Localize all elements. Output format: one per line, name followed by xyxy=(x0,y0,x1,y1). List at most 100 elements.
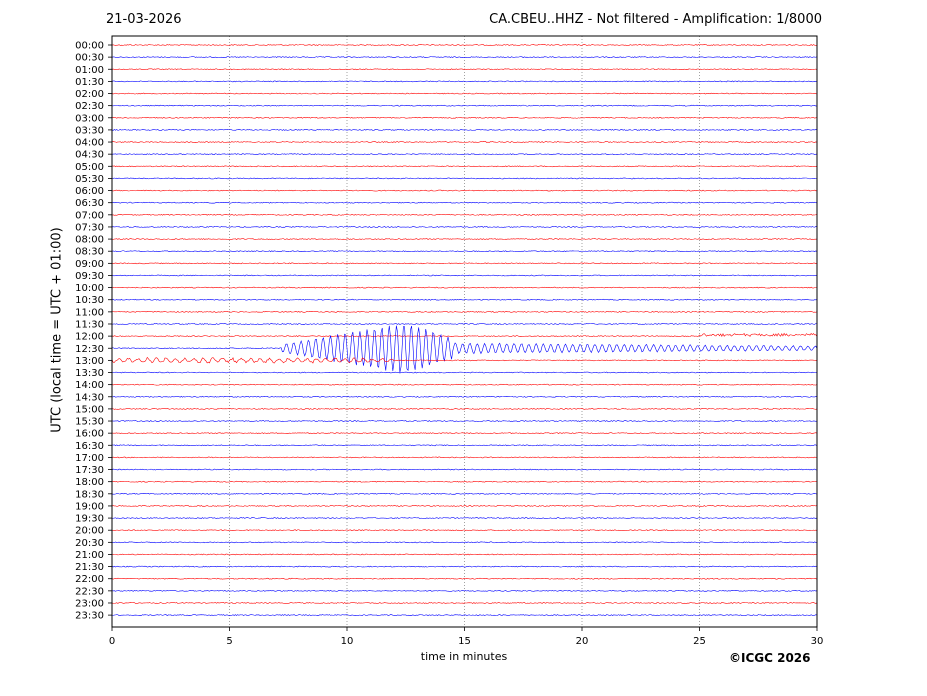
trace-2330 xyxy=(111,614,818,616)
trace-0900 xyxy=(111,262,818,265)
y-tick-label: 02:00 xyxy=(75,89,104,100)
chart-title: CA.CBEU..HHZ - Not filtered - Amplificat… xyxy=(489,12,822,27)
y-tick-label: 21:30 xyxy=(75,562,104,573)
y-tick-label: 03:00 xyxy=(75,113,104,124)
y-tick-label: 16:00 xyxy=(75,429,104,440)
grid xyxy=(229,36,700,627)
y-tick-label: 22:30 xyxy=(75,586,104,597)
y-tick-label: 03:30 xyxy=(75,125,104,136)
y-tick-label: 17:00 xyxy=(75,453,104,464)
trace-2230 xyxy=(111,589,818,592)
trace-0530 xyxy=(111,177,818,180)
y-tick-label: 06:30 xyxy=(75,198,104,209)
y-tick-label: 00:30 xyxy=(75,53,104,64)
trace-0230 xyxy=(111,104,818,107)
trace-2030 xyxy=(111,541,818,544)
copyright-label: ©ICGC 2026 xyxy=(729,651,811,665)
trace-2000 xyxy=(111,529,818,532)
x-tick-label: 0 xyxy=(109,636,115,647)
trace-1130 xyxy=(111,323,818,325)
y-tick-label: 17:30 xyxy=(75,465,104,476)
y-tick-label: 09:30 xyxy=(75,271,104,282)
trace-1730 xyxy=(111,468,818,471)
y-tick-label: 14:30 xyxy=(75,392,104,403)
y-tick-label: 11:30 xyxy=(75,319,104,330)
y-tick-label: 20:00 xyxy=(75,526,104,537)
trace-0700 xyxy=(111,213,818,216)
y-tick-label: 04:30 xyxy=(75,150,104,161)
y-tick-label: 11:00 xyxy=(75,307,104,318)
y-tick-label: 20:30 xyxy=(75,538,104,549)
y-tick-label: 15:00 xyxy=(75,404,104,415)
trace-0100 xyxy=(111,68,818,71)
y-tick-label: 21:00 xyxy=(75,550,104,561)
x-tick-label: 5 xyxy=(226,636,232,647)
y-tick-label: 18:30 xyxy=(75,489,104,500)
trace-0500 xyxy=(111,165,818,168)
trace-0430 xyxy=(111,153,818,156)
y-tick-label: 12:30 xyxy=(75,344,104,355)
y-tick-label: 10:30 xyxy=(75,295,104,306)
trace-1600 xyxy=(111,432,818,435)
x-tick-label: 30 xyxy=(811,636,824,647)
axes: 00:0000:3001:0001:3002:0002:3003:0003:30… xyxy=(75,35,824,647)
y-tick-label: 05:30 xyxy=(75,174,104,185)
x-axis-label: time in minutes xyxy=(420,650,508,663)
y-tick-label: 01:00 xyxy=(75,65,104,76)
y-tick-label: 12:00 xyxy=(75,332,104,343)
trace-1500 xyxy=(111,408,818,410)
y-tick-label: 07:30 xyxy=(75,222,104,233)
trace-1430 xyxy=(111,395,818,398)
trace-1030 xyxy=(111,298,818,301)
trace-1700 xyxy=(111,456,818,459)
trace-1230 xyxy=(111,325,818,373)
trace-0630 xyxy=(111,201,818,204)
y-tick-label: 19:00 xyxy=(75,501,104,512)
y-tick-label: 15:30 xyxy=(75,417,104,428)
y-tick-label: 00:00 xyxy=(75,41,104,52)
trace-2200 xyxy=(111,577,818,580)
trace-1000 xyxy=(111,286,818,289)
x-tick-label: 25 xyxy=(693,636,706,647)
trace-1630 xyxy=(111,444,818,447)
trace-0800 xyxy=(111,238,818,240)
y-tick-label: 09:00 xyxy=(75,259,104,270)
trace-0600 xyxy=(111,189,818,192)
y-tick-label: 10:00 xyxy=(75,283,104,294)
y-tick-label: 18:00 xyxy=(75,477,104,488)
y-tick-label: 23:30 xyxy=(75,611,104,622)
y-tick-label: 06:00 xyxy=(75,186,104,197)
y-tick-label: 14:00 xyxy=(75,380,104,391)
x-tick-label: 20 xyxy=(576,636,589,647)
y-tick-label: 16:30 xyxy=(75,441,104,452)
trace-1530 xyxy=(111,420,818,422)
trace-1800 xyxy=(111,480,818,483)
trace-0330 xyxy=(111,129,818,131)
trace-1300 xyxy=(111,356,818,364)
date-label: 21-03-2026 xyxy=(106,12,182,27)
trace-0030 xyxy=(111,56,818,58)
trace-0000 xyxy=(111,44,818,46)
plot-frame xyxy=(111,35,818,628)
y-tick-label: 22:00 xyxy=(75,574,104,585)
trace-1830 xyxy=(111,492,818,495)
trace-1100 xyxy=(111,310,818,313)
trace-1900 xyxy=(111,505,818,507)
y-tick-label: 01:30 xyxy=(75,77,104,88)
trace-0730 xyxy=(111,226,818,228)
y-tick-label: 07:00 xyxy=(75,210,104,221)
trace-0130 xyxy=(111,80,818,83)
y-tick-label: 04:00 xyxy=(75,138,104,149)
x-tick-label: 10 xyxy=(341,636,354,647)
trace-0830 xyxy=(111,250,818,253)
y-tick-label: 05:00 xyxy=(75,162,104,173)
trace-1930 xyxy=(111,517,818,519)
trace-0400 xyxy=(111,141,818,143)
y-tick-label: 08:00 xyxy=(75,235,104,246)
trace-2130 xyxy=(111,565,818,568)
y-tick-label: 02:30 xyxy=(75,101,104,112)
trace-1400 xyxy=(111,383,818,386)
trace-0930 xyxy=(111,274,818,277)
trace-0300 xyxy=(111,116,818,119)
